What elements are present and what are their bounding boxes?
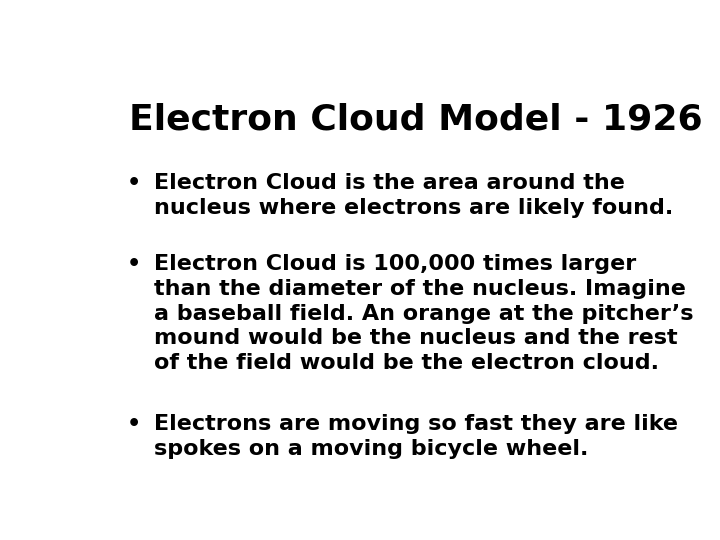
Text: Electron Cloud is 100,000 times larger
than the diameter of the nucleus. Imagine: Electron Cloud is 100,000 times larger t…: [154, 254, 693, 373]
Text: Electron Cloud is the area around the
nucleus where electrons are likely found.: Electron Cloud is the area around the nu…: [154, 173, 673, 218]
Text: •: •: [126, 254, 140, 274]
Text: Electron Cloud Model - 1926: Electron Cloud Model - 1926: [129, 102, 703, 136]
Text: •: •: [126, 414, 140, 434]
Text: •: •: [126, 173, 140, 193]
Text: Electrons are moving so fast they are like
spokes on a moving bicycle wheel.: Electrons are moving so fast they are li…: [154, 414, 678, 459]
